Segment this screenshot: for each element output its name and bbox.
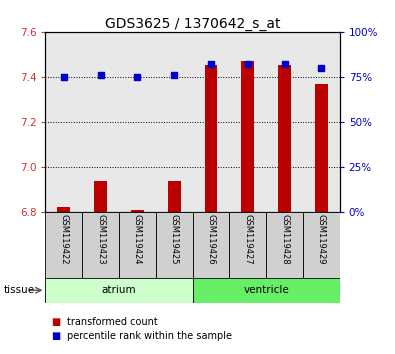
- Text: GSM119428: GSM119428: [280, 215, 289, 265]
- Bar: [241, 61, 254, 212]
- Text: transformed count: transformed count: [67, 317, 158, 327]
- Point: [61, 74, 67, 80]
- Text: GSM119426: GSM119426: [207, 215, 215, 265]
- Bar: [229, 212, 266, 278]
- Bar: [205, 64, 217, 212]
- Point: [318, 65, 324, 71]
- Text: GSM119429: GSM119429: [317, 215, 326, 265]
- Title: GDS3625 / 1370642_s_at: GDS3625 / 1370642_s_at: [105, 17, 280, 31]
- Bar: [45, 278, 193, 303]
- Point: [134, 74, 141, 80]
- Bar: [193, 278, 340, 303]
- Text: GSM119422: GSM119422: [59, 215, 68, 265]
- Bar: [193, 212, 229, 278]
- Bar: [119, 212, 156, 278]
- Text: ventricle: ventricle: [243, 285, 289, 295]
- Text: ■: ■: [51, 317, 60, 327]
- Text: atrium: atrium: [102, 285, 136, 295]
- Text: GSM119427: GSM119427: [243, 215, 252, 265]
- Point: [171, 72, 177, 78]
- Bar: [82, 212, 119, 278]
- Point: [281, 62, 288, 67]
- Text: percentile rank within the sample: percentile rank within the sample: [67, 331, 232, 341]
- Bar: [315, 84, 328, 212]
- Bar: [266, 212, 303, 278]
- Bar: [131, 210, 144, 212]
- Bar: [168, 181, 181, 212]
- Point: [98, 72, 104, 78]
- Bar: [94, 181, 107, 212]
- Bar: [303, 212, 340, 278]
- Bar: [45, 212, 82, 278]
- Point: [208, 62, 214, 67]
- Text: GSM119425: GSM119425: [170, 215, 179, 265]
- Point: [245, 62, 251, 67]
- Bar: [156, 212, 193, 278]
- Text: ■: ■: [51, 331, 60, 341]
- Text: tissue: tissue: [4, 285, 35, 295]
- Text: GSM119424: GSM119424: [133, 215, 142, 265]
- Text: GSM119423: GSM119423: [96, 215, 105, 265]
- Bar: [278, 64, 291, 212]
- Bar: [57, 207, 70, 212]
